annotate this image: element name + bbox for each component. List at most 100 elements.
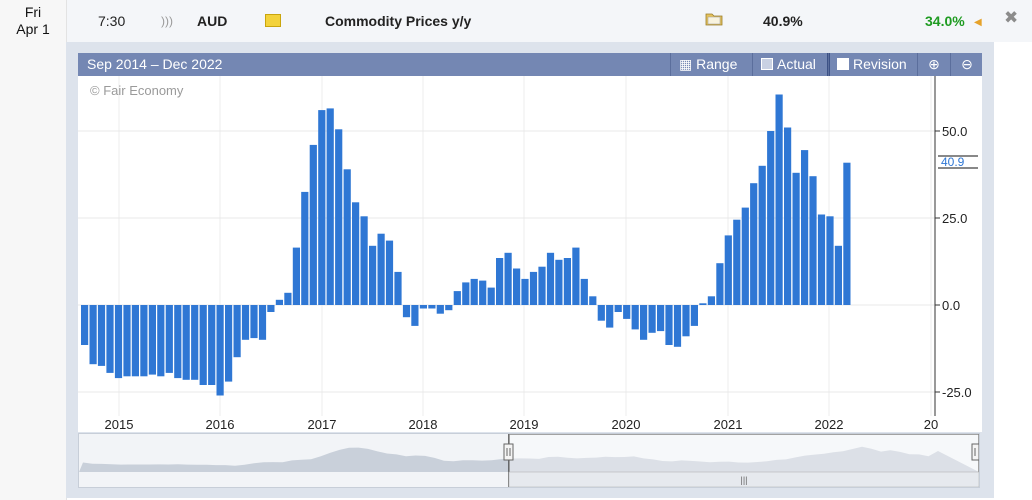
chart-bar[interactable] (267, 305, 275, 312)
chart-bar[interactable] (606, 305, 614, 328)
chart-bar[interactable] (572, 247, 580, 305)
chart-bar[interactable] (657, 305, 665, 332)
revision-toggle[interactable]: Revision (828, 53, 923, 76)
chart-bar[interactable] (665, 305, 673, 345)
chart-bar[interactable] (767, 131, 775, 305)
chart-bar[interactable] (546, 252, 555, 305)
chart-bar[interactable] (208, 305, 216, 385)
chart-bar[interactable] (555, 259, 563, 305)
chart-bar[interactable] (631, 305, 639, 330)
chart-bar[interactable] (343, 169, 351, 305)
chart-bar[interactable] (733, 219, 741, 305)
chart-bar[interactable] (241, 305, 250, 340)
chart-bar[interactable] (165, 305, 173, 373)
chart-bar[interactable] (250, 305, 258, 339)
zoom-out-icon[interactable]: ⊖ (950, 53, 983, 76)
chart-bar[interactable] (233, 305, 241, 358)
chart-bar[interactable] (225, 305, 233, 382)
zoom-in-icon[interactable]: ⊕ (917, 53, 950, 76)
chart-bar[interactable] (445, 305, 453, 311)
chart-bar[interactable] (131, 305, 139, 377)
chart-bar[interactable] (360, 216, 368, 305)
chart-bar[interactable] (834, 245, 842, 305)
chart-bar[interactable] (529, 271, 538, 305)
chart-bar[interactable] (114, 305, 123, 379)
chart-bar[interactable] (648, 305, 656, 333)
chart-bar[interactable] (309, 144, 317, 305)
chart-bar[interactable] (216, 305, 224, 396)
chart-bar[interactable] (817, 214, 826, 306)
chart-bar[interactable] (301, 191, 309, 305)
chart-bar[interactable] (809, 176, 817, 305)
chart-bar[interactable] (123, 305, 131, 377)
chart-bar[interactable] (284, 292, 292, 305)
navigator-left-handle[interactable] (503, 443, 514, 461)
chart-bar[interactable] (148, 305, 156, 375)
chart-bar[interactable] (699, 303, 707, 305)
chart-bar[interactable] (352, 202, 360, 305)
chart-bar[interactable] (436, 305, 444, 314)
chart-bar[interactable] (182, 305, 190, 380)
chart-bar[interactable] (521, 278, 529, 305)
chart-bar[interactable] (394, 271, 402, 305)
chart-bar[interactable] (140, 305, 148, 377)
chart-bar[interactable] (504, 252, 512, 305)
chart-bar[interactable] (843, 162, 851, 305)
event-title[interactable]: Commodity Prices y/y (325, 13, 472, 29)
chart-bar[interactable] (191, 305, 199, 380)
chart-bar[interactable] (453, 291, 461, 305)
detail-folder-icon[interactable] (705, 11, 723, 26)
chart-bar[interactable] (470, 278, 478, 305)
chart-bar[interactable] (479, 280, 487, 305)
chart-bar[interactable] (724, 235, 732, 305)
chart-bar[interactable] (538, 266, 546, 305)
actual-checkbox[interactable] (761, 58, 773, 70)
chart-bar[interactable] (801, 150, 809, 305)
chart-bar[interactable] (775, 94, 783, 306)
chart-bar[interactable] (784, 127, 792, 306)
chart-bar[interactable] (428, 305, 436, 309)
chart-bar[interactable] (826, 216, 834, 305)
chart-bar[interactable] (614, 305, 622, 312)
chart-bar[interactable] (623, 305, 631, 319)
chart-bar[interactable] (792, 172, 800, 305)
close-icon[interactable]: ✖ (1004, 8, 1019, 27)
chart-bar[interactable] (258, 305, 267, 340)
chart-bar[interactable] (589, 296, 597, 305)
chart-bar[interactable] (750, 183, 758, 305)
chart-bar[interactable] (97, 305, 106, 366)
chart-bar[interactable] (487, 287, 495, 305)
chart-bar[interactable] (377, 233, 385, 305)
chart-bar[interactable] (758, 165, 766, 305)
chart-bar[interactable] (640, 305, 648, 340)
chart-bar[interactable] (402, 305, 411, 318)
chart-bar[interactable] (411, 305, 419, 326)
sound-icon[interactable]: ))) (161, 14, 173, 28)
chart-bar[interactable] (326, 108, 334, 306)
chart-bar[interactable] (89, 305, 97, 365)
chart-bar[interactable] (335, 129, 343, 305)
chart-bar[interactable] (275, 299, 283, 305)
chart-bar[interactable] (318, 110, 326, 305)
chart-bar[interactable] (174, 305, 182, 379)
chart-bar[interactable] (580, 278, 588, 305)
calendar-row[interactable]: 7:30 ))) AUD Commodity Prices y/y 40.9% … (67, 0, 1032, 42)
chart-bar[interactable] (292, 247, 300, 305)
chart-bar[interactable] (597, 305, 605, 321)
chart-bar[interactable] (690, 305, 698, 326)
chart-bar[interactable] (716, 263, 724, 305)
chart-bar[interactable] (157, 305, 165, 377)
range-navigator[interactable]: ||| (78, 433, 980, 488)
chart-bar[interactable] (419, 305, 427, 309)
chart-bar[interactable] (462, 282, 470, 305)
navigator-minichart[interactable]: ||| (79, 433, 980, 488)
chart-bar[interactable] (369, 245, 377, 305)
navigator-right-handle[interactable] (971, 443, 980, 461)
actual-toggle[interactable]: Actual (752, 53, 830, 76)
chart-bar[interactable] (385, 240, 394, 305)
chart-bar[interactable] (563, 258, 571, 305)
chart-bar[interactable] (513, 268, 521, 306)
chart-bar[interactable] (707, 296, 715, 305)
chart-bar[interactable] (81, 305, 89, 345)
chart-bar[interactable] (741, 207, 749, 305)
